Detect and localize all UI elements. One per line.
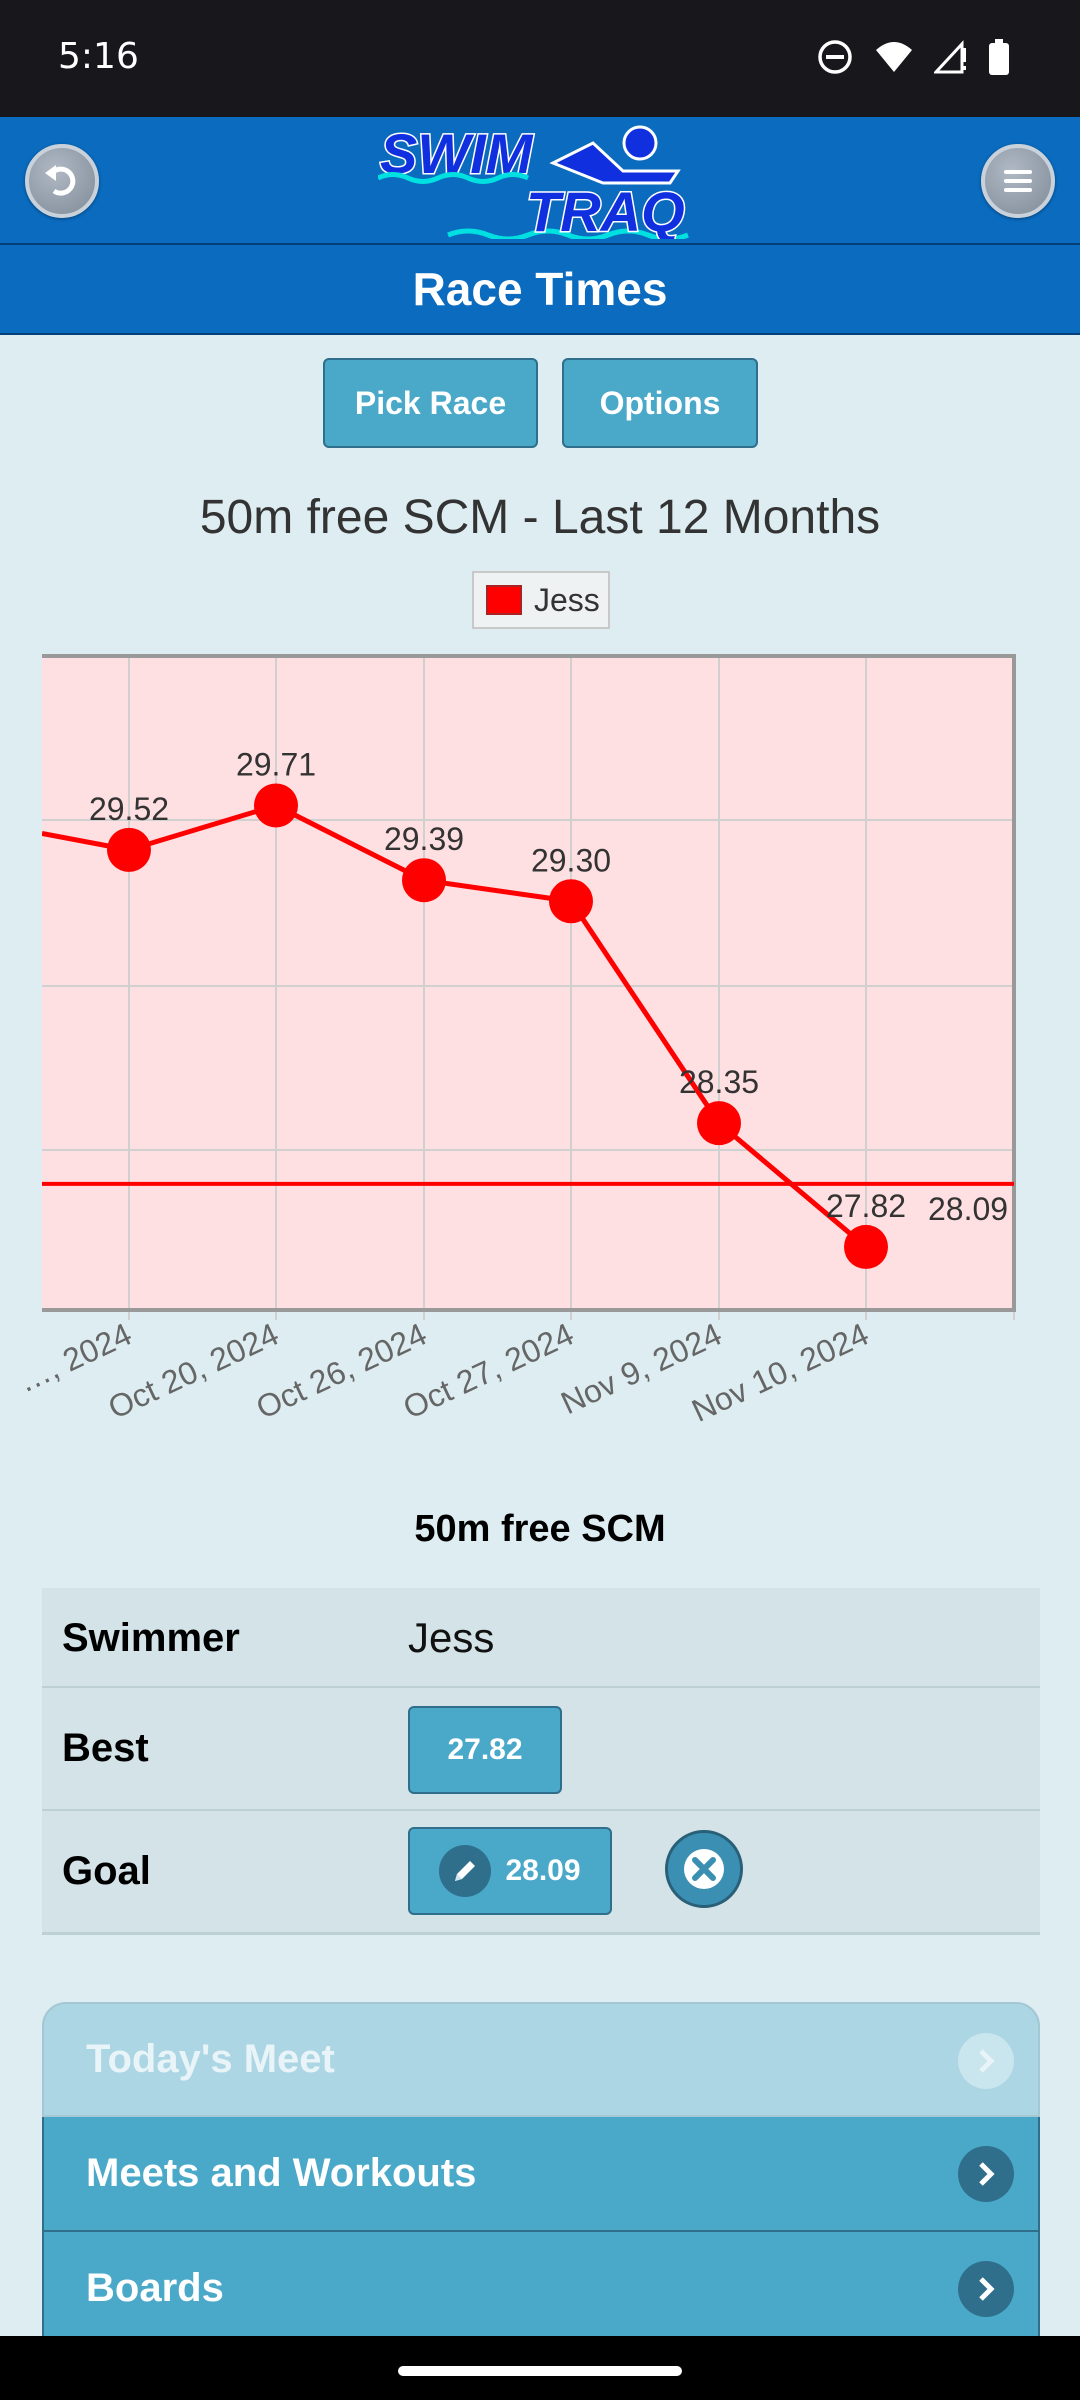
nav-label-boards: Boards bbox=[86, 2266, 224, 2310]
page-title: Race Times bbox=[0, 245, 1080, 335]
back-button[interactable] bbox=[25, 144, 99, 218]
chart-title: 50m free SCM - Last 12 Months bbox=[199, 491, 881, 544]
race-name: 50m free SCM bbox=[414, 1508, 666, 1550]
chevron-right-icon bbox=[958, 2146, 1014, 2202]
status-time: 5:16 bbox=[58, 36, 139, 77]
close-icon bbox=[684, 1849, 724, 1889]
svg-text:TRAQ: TRAQ bbox=[526, 180, 685, 239]
edit-goal-button[interactable]: 28.09 bbox=[408, 1827, 612, 1915]
data-label: 28.35 bbox=[679, 1064, 759, 1100]
status-icons bbox=[816, 38, 1010, 76]
data-label: 27.82 bbox=[826, 1188, 906, 1224]
battery-icon bbox=[989, 39, 1009, 75]
goal-label: Goal bbox=[62, 1849, 151, 1893]
nav-label-todays-meet: Today's Meet bbox=[86, 2037, 335, 2081]
swimmer-row: Swimmer Jess bbox=[42, 1588, 1040, 1688]
goal-value: 28.09 bbox=[505, 1854, 581, 1887]
goal-line-label: 28.09 bbox=[928, 1191, 1008, 1227]
data-point bbox=[844, 1224, 888, 1269]
legend-label: Jess bbox=[534, 581, 600, 618]
plot-border bbox=[42, 654, 1016, 1312]
best-label: Best bbox=[62, 1726, 149, 1770]
undo-arrow-icon bbox=[45, 165, 76, 196]
race-info-table: Swimmer Jess Best 27.82 Goal 28.09 bbox=[42, 1588, 1040, 1935]
nav-item-todays-meet[interactable]: Today's Meet bbox=[42, 2002, 1040, 2117]
swimmer-label: Swimmer bbox=[62, 1616, 240, 1660]
pencil-icon bbox=[439, 1845, 492, 1897]
clear-goal-button[interactable] bbox=[665, 1830, 743, 1908]
status-bar: 5:16 bbox=[0, 0, 1080, 117]
x-tick-label: Oct 20, 2024 bbox=[103, 1316, 284, 1426]
nav-list: Today's Meet Meets and Workouts Boards bbox=[42, 2002, 1040, 2347]
hamburger-menu-icon bbox=[1004, 170, 1032, 192]
menu-button[interactable] bbox=[981, 144, 1055, 218]
chevron-right-icon bbox=[958, 2261, 1014, 2317]
app-header: SWIM TRAQ bbox=[0, 117, 1080, 245]
signal-icon bbox=[934, 40, 966, 74]
data-point bbox=[402, 858, 446, 903]
plot-area bbox=[42, 656, 1014, 1310]
best-row: Best 27.82 bbox=[42, 1688, 1040, 1811]
wifi-icon bbox=[876, 42, 912, 72]
chevron-right-icon bbox=[958, 2033, 1014, 2089]
data-point bbox=[254, 783, 298, 828]
legend-swatch bbox=[486, 585, 522, 615]
data-label: 29.30 bbox=[531, 842, 611, 878]
nav-item-meets-and-workouts[interactable]: Meets and Workouts bbox=[42, 2117, 1040, 2232]
data-label: 29.52 bbox=[89, 791, 169, 827]
options-button[interactable]: Options bbox=[562, 358, 758, 448]
do-not-disturb-icon bbox=[818, 40, 852, 74]
best-time-button[interactable]: 27.82 bbox=[408, 1706, 562, 1794]
nav-item-boards[interactable]: Boards bbox=[42, 2232, 1040, 2347]
data-point bbox=[549, 879, 593, 924]
nav-label-meets-and-workouts: Meets and Workouts bbox=[86, 2151, 477, 2195]
swimmer-value: Jess bbox=[408, 1614, 495, 1661]
chart-legend[interactable]: Jess bbox=[472, 571, 610, 629]
home-gesture-pill[interactable] bbox=[398, 2366, 682, 2376]
goal-row: Goal 28.09 bbox=[42, 1811, 1040, 1935]
data-label: 29.39 bbox=[384, 821, 464, 857]
pick-race-button[interactable]: Pick Race bbox=[323, 358, 538, 448]
x-tick-label: Oct 27, 2024 bbox=[398, 1316, 579, 1426]
data-label: 29.71 bbox=[236, 746, 316, 782]
data-point bbox=[697, 1101, 741, 1146]
swimtraq-logo: SWIM TRAQ bbox=[378, 123, 689, 239]
data-point bbox=[107, 827, 151, 872]
